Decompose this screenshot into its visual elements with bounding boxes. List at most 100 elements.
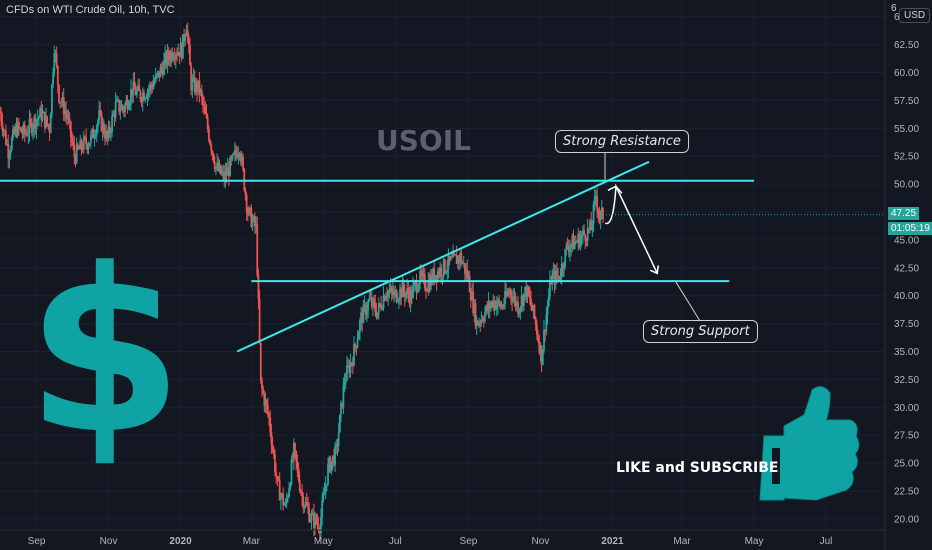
candle-body [571, 235, 574, 245]
candle-body [108, 126, 111, 133]
candle-body [101, 122, 104, 131]
candle-body [154, 74, 157, 82]
candle-body [5, 131, 7, 145]
candle-body [565, 245, 568, 250]
candle-body [224, 171, 227, 182]
candle-body [0, 111, 3, 122]
candle-body [115, 99, 118, 102]
candle-body [251, 220, 254, 227]
candle-body [298, 480, 301, 491]
candle-body [349, 362, 352, 373]
candle-body [580, 234, 583, 239]
candle-body [255, 224, 257, 227]
candle-body [402, 282, 405, 292]
candle-body [65, 110, 67, 115]
candle-body [26, 133, 29, 136]
candle-body [338, 414, 341, 433]
candle-body [510, 289, 512, 297]
candle-body [315, 515, 318, 523]
candle-body [137, 85, 139, 91]
candle-body [361, 312, 364, 323]
candle-body [292, 443, 295, 461]
candle-body [351, 362, 354, 366]
candle-body [243, 169, 246, 191]
candle-body [6, 143, 8, 145]
candle-body [488, 301, 491, 309]
candle-body [157, 71, 160, 75]
candle-body [180, 43, 183, 59]
currency-button[interactable]: USD [899, 8, 931, 23]
candle-body [205, 113, 208, 118]
candle-body [200, 90, 203, 97]
candle-body [484, 312, 486, 321]
candle-body [578, 234, 581, 248]
candle-body [258, 299, 261, 343]
candle-body [362, 304, 365, 323]
candle-body [249, 207, 252, 209]
y-tick-label: 45.00 [894, 235, 919, 246]
top-tick-partial: 6 [891, 3, 897, 14]
candle-body [161, 68, 164, 75]
candle-body [497, 299, 499, 306]
candle-body [477, 320, 479, 326]
candle-body [462, 263, 465, 265]
candle-body [40, 108, 43, 120]
candle-body [59, 101, 62, 103]
candle-body [38, 116, 40, 119]
candle-body [2, 129, 5, 131]
candle-body [556, 270, 558, 276]
support-callout: Strong Support [643, 320, 758, 343]
candle-body [266, 405, 269, 414]
candle-body [263, 393, 266, 406]
candle-body [257, 274, 260, 300]
candle-body [513, 296, 516, 299]
candle-body [341, 402, 344, 408]
candle-body [183, 34, 185, 42]
candle-body [317, 524, 320, 531]
candle-body [35, 119, 38, 129]
projection-peak [607, 185, 623, 194]
candle-body [312, 512, 315, 528]
candle-body [354, 344, 357, 347]
x-tick-label: Mar [673, 536, 691, 547]
candle-body [166, 50, 169, 65]
support-pointer [675, 281, 701, 322]
candle-body [131, 88, 134, 96]
candle-body [468, 275, 471, 293]
candle-body [264, 400, 267, 406]
candle-body [370, 297, 373, 307]
candle-body [451, 257, 453, 259]
trend-line [236, 160, 650, 353]
time-axis: Sep Nov 2020 Mar May Jul Sep Nov 2021 Mar May Jul [0, 529, 885, 547]
candle-body [487, 301, 490, 311]
candle-body [102, 122, 105, 134]
candle-body [32, 127, 34, 133]
candle-body [81, 148, 84, 150]
candle-body [125, 99, 128, 105]
candle-body [150, 84, 152, 87]
candle-body [453, 253, 456, 255]
candle-body [429, 274, 432, 290]
candle-body [366, 310, 368, 315]
candle-body [193, 76, 196, 92]
candle-body [335, 444, 338, 446]
candle-body [305, 502, 308, 506]
candle-body [409, 290, 412, 304]
candle-body [376, 312, 379, 318]
candle-body [414, 281, 417, 284]
candle-body [530, 298, 532, 307]
candle-body [567, 247, 570, 252]
candle-body [399, 288, 401, 300]
candle-body [512, 298, 515, 302]
candle-body [278, 480, 281, 501]
candle-body [106, 131, 109, 138]
candle-body [560, 264, 563, 278]
candle-body [192, 76, 195, 80]
candle-body [86, 144, 89, 150]
candle-body [440, 267, 443, 277]
candle-body [120, 105, 123, 111]
candle-body [375, 311, 378, 318]
candle-body [346, 365, 348, 381]
candle-body [88, 143, 91, 146]
